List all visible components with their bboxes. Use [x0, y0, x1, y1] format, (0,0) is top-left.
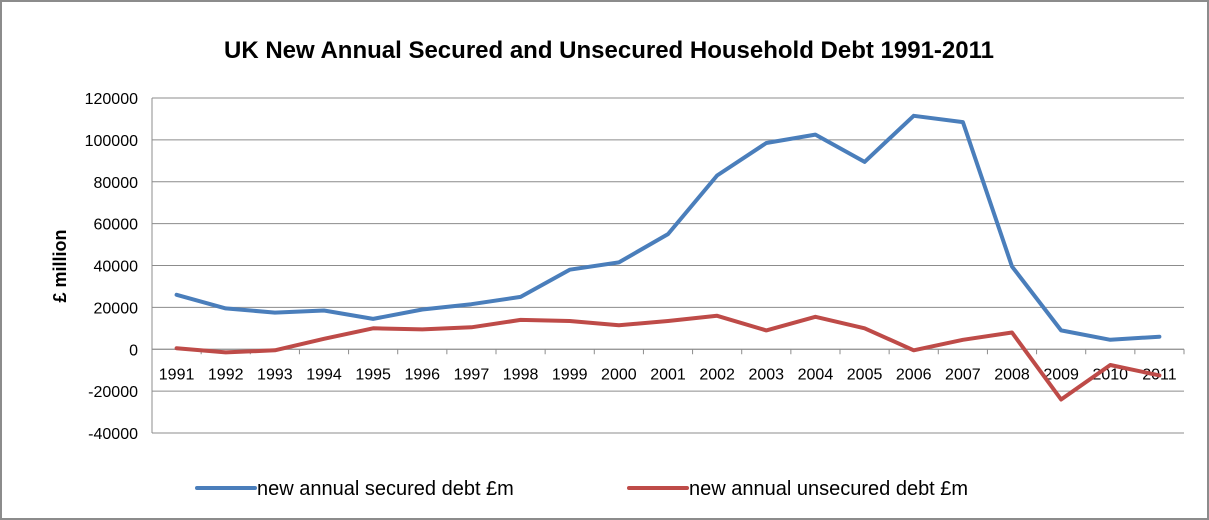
y-tick-label: 0: [129, 342, 138, 359]
x-tick-label: 1996: [404, 366, 440, 383]
y-axis-label: £ million: [50, 229, 70, 302]
y-tick-label: 120000: [85, 91, 138, 108]
x-tick-label: 1997: [454, 366, 490, 383]
x-tick-label: 1999: [552, 366, 588, 383]
y-tick-label: 60000: [94, 217, 139, 234]
x-tick-label: 1998: [503, 366, 539, 383]
legend: new annual secured debt £m new annual uns…: [195, 478, 968, 500]
x-tick-label: 2005: [847, 366, 883, 383]
y-tick-label: 40000: [94, 259, 139, 276]
y-tick-label: 100000: [85, 133, 138, 150]
gridlines: [152, 97, 1184, 434]
y-tick-label: 20000: [94, 300, 139, 317]
x-tick-label: 2009: [1043, 366, 1079, 383]
x-tick-label: 1994: [306, 366, 342, 383]
series-lines: [174, 113, 1162, 402]
series-line-2: [174, 313, 1162, 402]
legend-label-2: new annual unsecured debt £m: [689, 478, 968, 500]
x-tick-label: 2000: [601, 366, 637, 383]
chart-title: UK New Annual Secured and Unsecured Hous…: [224, 37, 994, 64]
y-axis-ticks: -40000 -20000 0 20000 40000 60000 80000 100000 1…: [85, 91, 138, 443]
x-tick-label: 2001: [650, 366, 686, 383]
x-tick-label: 1993: [257, 366, 293, 383]
x-tick-label: 2004: [798, 366, 834, 383]
x-tick-label: 1991: [159, 366, 195, 383]
x-tick-label: 1992: [208, 366, 244, 383]
x-axis-ticks: 1991 1992 1993 1994 1995 1996 1997 1998 1999 2000…: [159, 366, 1177, 383]
x-tick-label: 2008: [994, 366, 1030, 383]
x-tick-label: 2002: [699, 366, 735, 383]
x-tick-label: 2003: [748, 366, 784, 383]
x-tick-label: 1995: [355, 366, 391, 383]
series-line-1: [174, 113, 1162, 342]
y-tick-label: -20000: [88, 384, 138, 401]
legend-label-1: new annual secured debt £m: [257, 478, 514, 500]
x-tick-label: 2006: [896, 366, 932, 383]
y-tick-label: 80000: [94, 175, 139, 192]
y-tick-label: -40000: [88, 426, 138, 443]
x-tick-label: 2007: [945, 366, 981, 383]
